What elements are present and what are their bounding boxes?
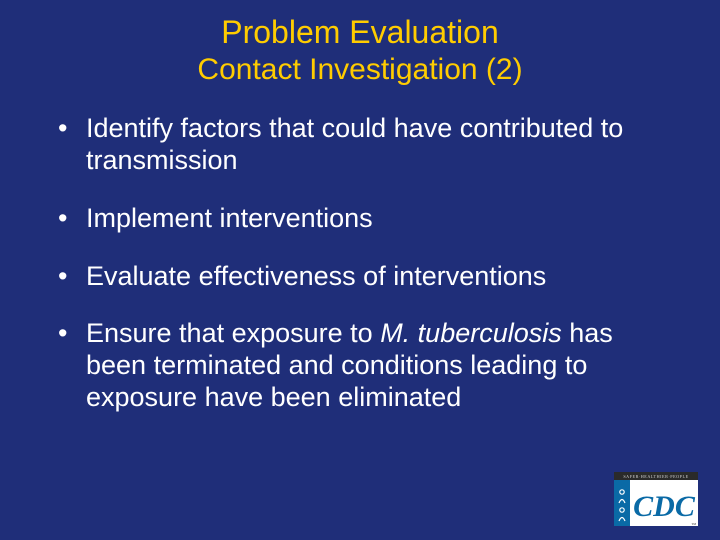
cdc-logo: SAFER·HEALTHIER·PEOPLE CDC TM xyxy=(614,472,698,526)
bullet-item: Implement interventions xyxy=(58,203,680,235)
slide: Problem Evaluation Contact Investigation… xyxy=(0,0,720,540)
cdc-logo-icon: SAFER·HEALTHIER·PEOPLE CDC TM xyxy=(614,472,698,526)
slide-title: Problem Evaluation xyxy=(40,14,680,51)
bullet-text-italic: M. tuberculosis xyxy=(380,318,562,348)
logo-tm: TM xyxy=(692,522,697,526)
bullet-item: Evaluate effectiveness of interventions xyxy=(58,261,680,293)
bullet-text-prefix: Ensure that exposure to xyxy=(86,318,380,348)
bullet-item: Identify factors that could have contrib… xyxy=(58,113,680,177)
bullet-item: Ensure that exposure to M. tuberculosis … xyxy=(58,318,680,414)
logo-text: CDC xyxy=(633,490,696,523)
bullet-list: Identify factors that could have contrib… xyxy=(40,113,680,414)
logo-tagline: SAFER·HEALTHIER·PEOPLE xyxy=(623,474,688,479)
slide-subtitle: Contact Investigation (2) xyxy=(40,53,680,87)
